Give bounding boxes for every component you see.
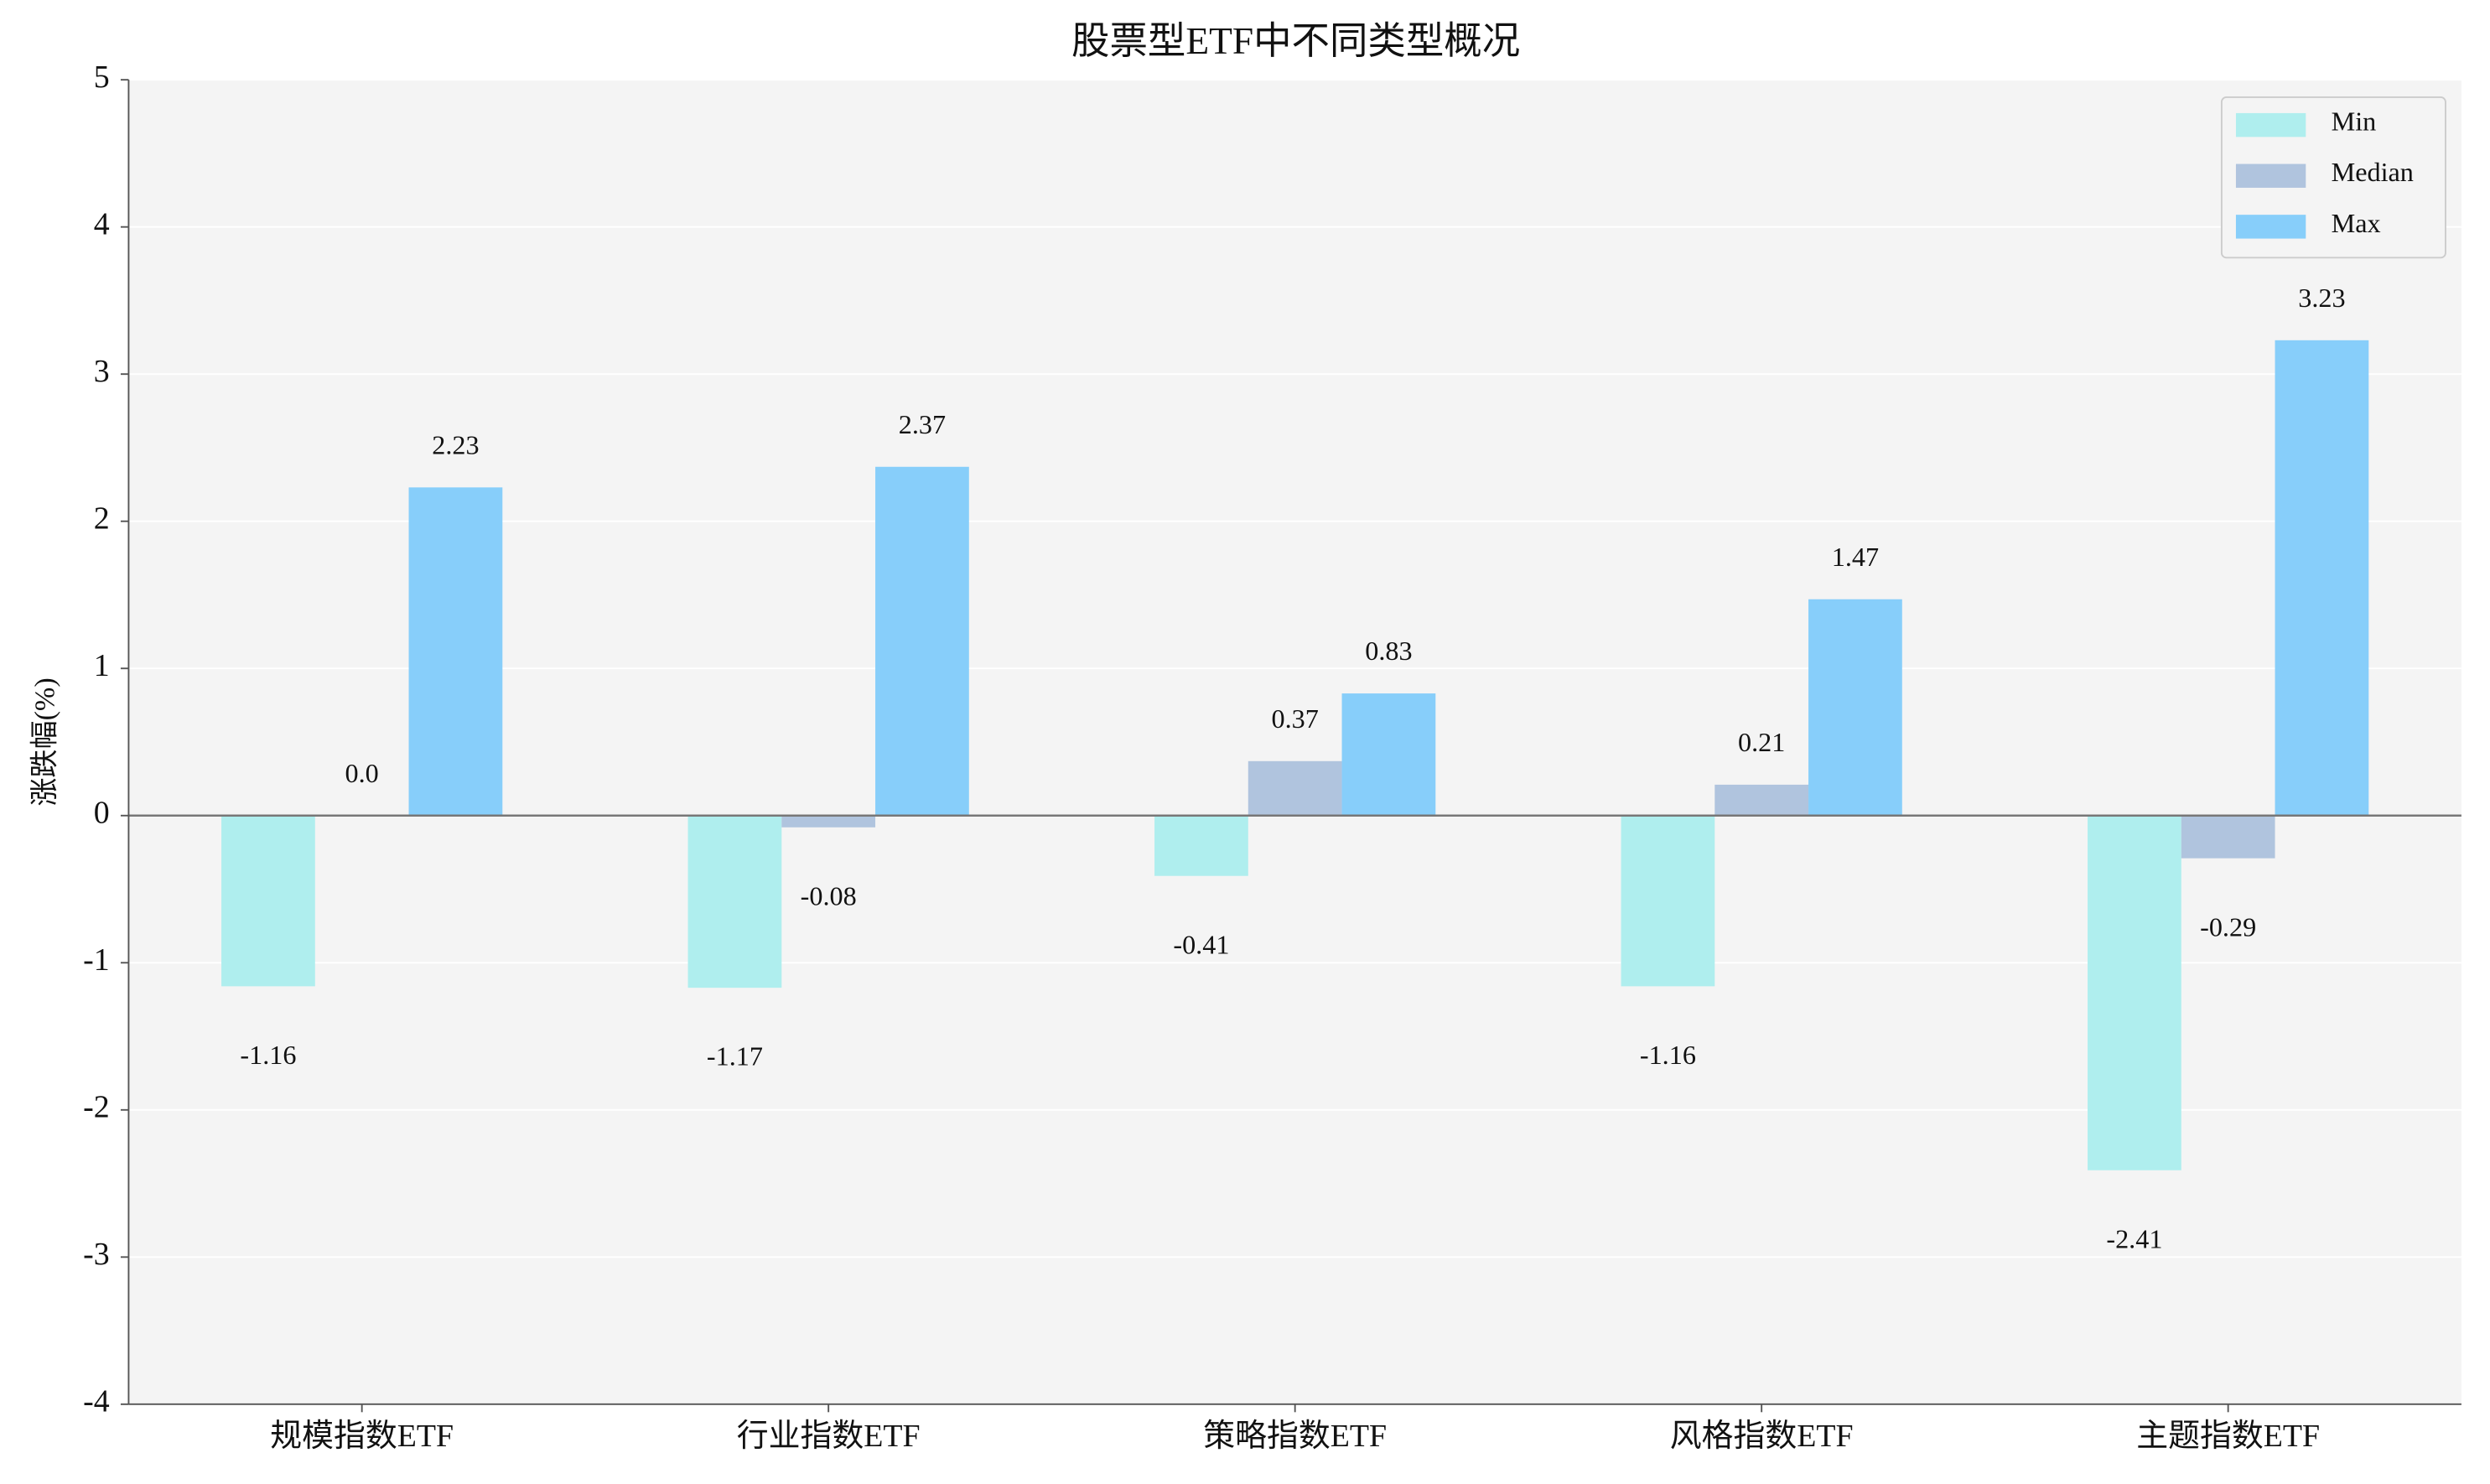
bar — [1714, 784, 1809, 816]
value-label: 0.83 — [1365, 636, 1412, 666]
legend-label: Median — [2332, 157, 2414, 187]
bar — [221, 815, 315, 987]
value-label: 3.23 — [2298, 283, 2345, 313]
bar — [875, 466, 969, 816]
y-axis-label: 涨跌幅(%) — [29, 677, 61, 806]
value-label: -2.41 — [2106, 1223, 2162, 1253]
bar — [408, 487, 503, 816]
legend-label: Max — [2332, 208, 2381, 238]
plot-area — [128, 80, 2461, 1404]
y-tick-label: -4 — [83, 1384, 110, 1419]
bar — [2181, 815, 2275, 859]
value-label: 0.37 — [1272, 703, 1319, 734]
bar — [1248, 760, 1342, 816]
value-label: -1.17 — [707, 1041, 763, 1071]
value-label: 2.23 — [432, 429, 479, 459]
legend-swatch — [2235, 215, 2306, 239]
bar — [2088, 815, 2181, 1170]
value-label: -0.08 — [801, 880, 857, 911]
value-label: -1.16 — [240, 1040, 296, 1070]
chart-title: 股票型ETF中不同类型概况 — [1071, 19, 1520, 62]
value-label: 0.0 — [345, 758, 379, 788]
legend-swatch — [2235, 163, 2306, 188]
y-tick-label: 0 — [94, 795, 110, 830]
y-tick-label: -1 — [83, 942, 110, 978]
bar — [1154, 815, 1248, 876]
value-label: -0.41 — [1173, 929, 1229, 959]
y-tick-label: -3 — [83, 1237, 110, 1272]
x-tick-label: 规模指数ETF — [270, 1419, 454, 1454]
legend-swatch — [2235, 112, 2306, 138]
legend: Min Median Max — [2220, 96, 2446, 259]
y-tick-label: 3 — [94, 354, 110, 389]
value-label: -1.16 — [1640, 1040, 1696, 1070]
y-tick-label: 4 — [94, 206, 110, 241]
value-label: 2.37 — [899, 409, 946, 439]
y-tick-label: 5 — [94, 60, 110, 95]
bar — [687, 815, 782, 988]
bar — [1808, 599, 1902, 816]
y-tick-label: 2 — [94, 501, 110, 536]
value-label: -0.29 — [2200, 911, 2256, 942]
x-tick-label: 行业指数ETF — [737, 1419, 921, 1454]
x-tick-label: 主题指数ETF — [2136, 1419, 2320, 1454]
x-tick-label: 策略指数ETF — [1203, 1419, 1387, 1454]
bar — [2275, 340, 2369, 816]
bar — [1621, 815, 1715, 987]
x-tick-label: 风格指数ETF — [1670, 1419, 1854, 1454]
bar — [781, 815, 876, 828]
bar — [1341, 693, 1436, 816]
y-tick-label: -2 — [83, 1089, 110, 1124]
value-label: 0.21 — [1738, 727, 1785, 757]
legend-label: Min — [2332, 106, 2377, 137]
value-label: 1.47 — [1832, 542, 1879, 572]
y-tick-label: 1 — [94, 648, 110, 683]
